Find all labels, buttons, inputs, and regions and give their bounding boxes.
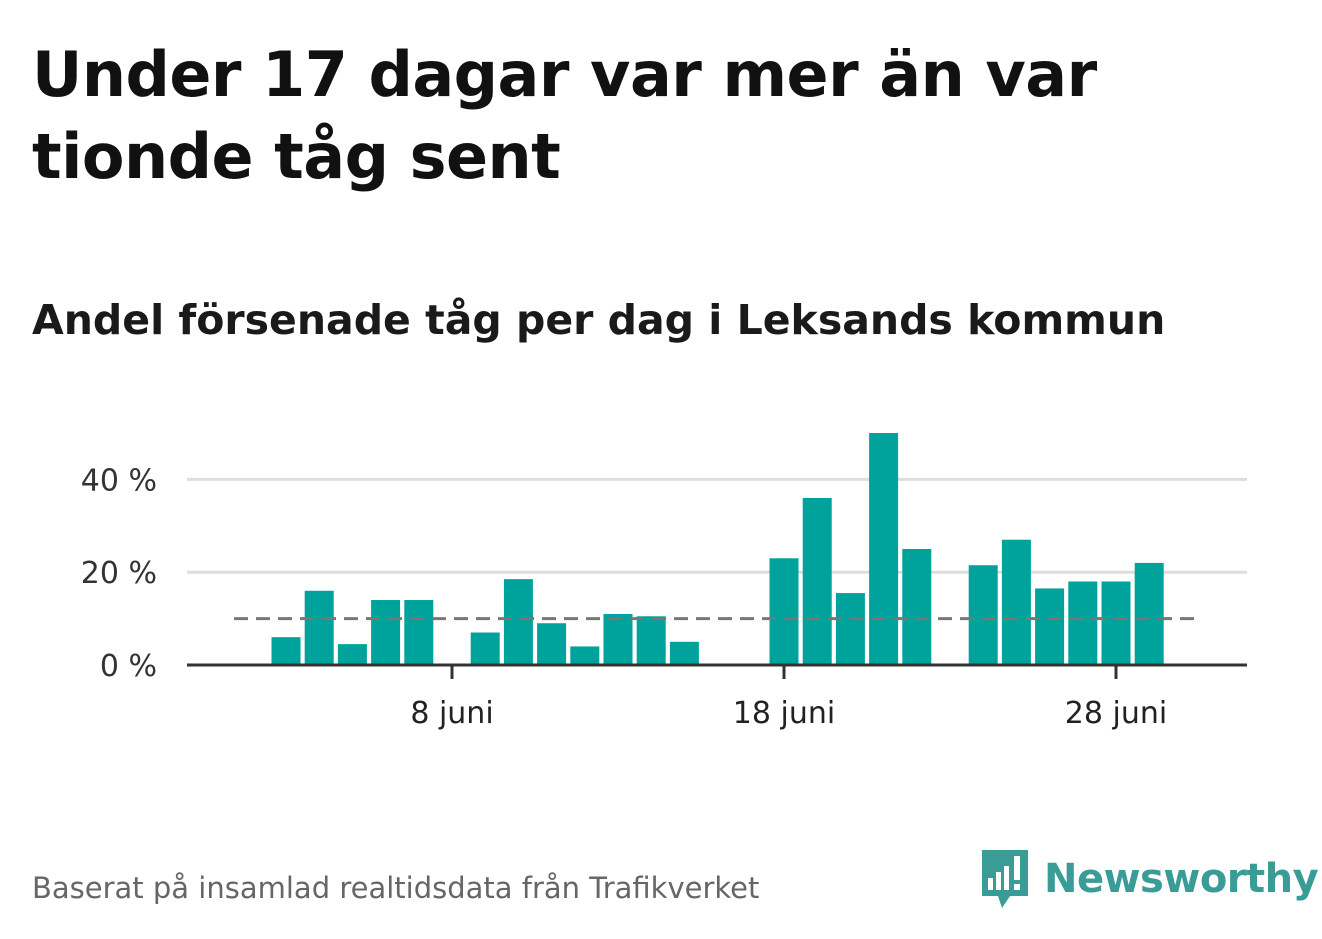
bar [902,549,932,665]
bar [968,565,998,665]
chart-subtitle: Andel försenade tåg per dag i Leksands k… [32,296,1166,344]
bar [802,497,832,665]
bar [537,623,567,665]
x-tick-label: 28 juni [1065,696,1167,731]
bar [769,558,799,665]
bar [1101,581,1131,665]
bar [1134,562,1164,665]
y-tick-label: 40 % [81,463,157,498]
y-tick-label: 0 % [100,649,157,684]
chart-title: Under 17 dagar var mer än var tionde tåg… [32,38,1097,193]
bar [503,579,533,665]
bar [1001,539,1031,665]
x-tick-label: 18 juni [733,696,835,731]
bar [404,600,434,665]
bar-chart: 0 % 20 % 40 % 8 juni 18 juni 28 juni [81,433,1247,731]
bar [869,433,899,665]
bar [1035,588,1065,665]
bar [1068,581,1098,665]
bar [337,644,367,665]
bar [304,590,334,665]
source-note: Baserat på insamlad realtidsdata från Tr… [32,871,760,905]
newsworthy-logo-icon [982,850,1028,908]
newsworthy-logo: Newsworthy [980,848,1319,910]
x-tick-label: 8 juni [410,696,493,731]
bar [669,641,699,665]
y-tick-label: 20 % [81,556,157,591]
bar [636,616,666,665]
bar [371,600,401,665]
bar [470,632,500,665]
brand-name: Newsworthy [1044,856,1319,902]
bar [271,637,301,665]
bar [570,646,600,665]
bar [603,613,633,665]
bar [835,593,865,665]
